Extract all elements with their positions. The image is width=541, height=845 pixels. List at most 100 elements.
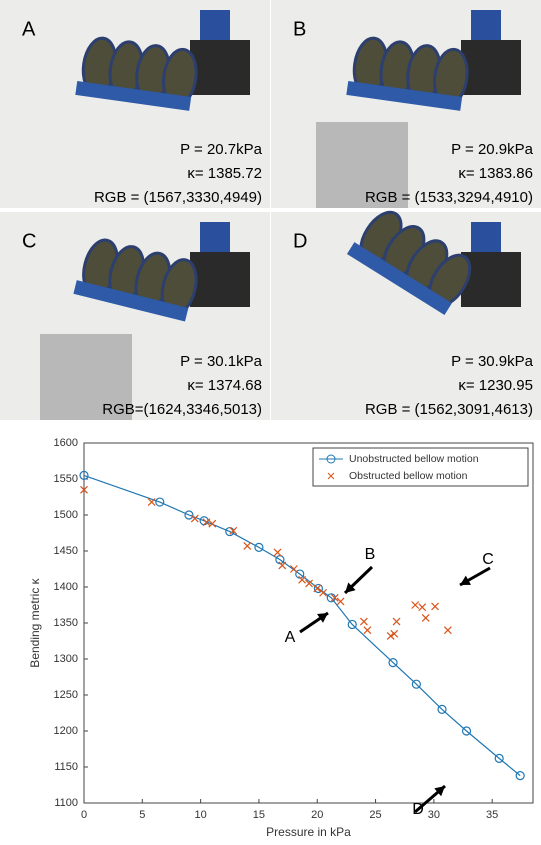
- actuator-block: [190, 252, 250, 307]
- panel-text: P = 30.9kPa: [451, 353, 534, 370]
- arrow-head: [317, 613, 328, 623]
- data-point: [443, 626, 452, 635]
- legend-box: [312, 447, 529, 487]
- panel-text: P = 30.1kPa: [180, 353, 263, 370]
- cylinder: [316, 122, 408, 208]
- legend-label: Unobstructed bellow motion: [349, 453, 479, 465]
- x-tick-label: 10: [194, 809, 206, 821]
- data-point: [494, 753, 504, 763]
- data-point: [254, 542, 264, 553]
- data-point: [347, 619, 357, 630]
- y-tick-label: 1150: [54, 761, 78, 773]
- data-point: [392, 617, 401, 626]
- panel-text: RGB = (1562,3091,4613): [365, 401, 533, 418]
- x-tick-label: 35: [486, 809, 498, 821]
- photo-panel: D P = 30.9kPa κ= 1230.95 RGB = (1562,3091,4…: [271, 210, 541, 420]
- panel-text: κ= 1374.68: [187, 377, 262, 394]
- panel-label: A: [22, 18, 36, 40]
- x-tick-label: 20: [311, 809, 323, 821]
- panel-text: κ= 1230.95: [458, 377, 533, 394]
- x-tick-label: 25: [369, 809, 381, 821]
- photo-panel: B P = 20.9kPa κ= 1383.86 RGB = (1533,3294,4…: [271, 0, 541, 208]
- gripper: [73, 238, 198, 322]
- gripper: [75, 36, 198, 111]
- series-line: [83, 474, 521, 777]
- data-point: [184, 510, 194, 520]
- gripper-base: [73, 280, 189, 322]
- data-point: [421, 614, 430, 622]
- arrow-head: [460, 575, 471, 585]
- photo-panels: A P = 20.7kPa κ= 1385.72 RGB = (1567,3330,4…: [0, 0, 541, 420]
- y-tick-label: 1250: [54, 689, 78, 701]
- data-point: [411, 679, 421, 689]
- data-point: [313, 584, 322, 593]
- y-tick-label: 1350: [54, 617, 78, 629]
- panel-text: κ= 1385.72: [187, 165, 262, 182]
- data-point: [273, 548, 282, 557]
- gripper-base: [75, 81, 192, 111]
- data-point: [336, 597, 345, 606]
- y-tick-label: 1400: [54, 581, 78, 593]
- y-tick-label: 1500: [54, 509, 78, 521]
- legend-marker: [326, 454, 336, 464]
- actuator-block: [461, 40, 521, 95]
- data-point: [147, 498, 156, 506]
- data-point: [388, 658, 398, 668]
- panel-text: RGB=(1624,3346,5013): [102, 401, 262, 418]
- y-tick-label: 1550: [54, 473, 78, 485]
- panel-text: P = 20.7kPa: [180, 141, 263, 158]
- data-point: [437, 704, 447, 714]
- data-point: [289, 565, 298, 573]
- gripper-base: [346, 242, 452, 315]
- data-point: [243, 542, 252, 550]
- photo-panel: C P = 30.1kPa κ= 1374.68 RGB=(1624,3346,501…: [0, 212, 270, 420]
- data-point: [80, 485, 88, 494]
- x-tick-label: 5: [139, 809, 145, 821]
- data-point: [359, 617, 368, 626]
- gripper: [346, 210, 472, 315]
- panel-label: B: [293, 18, 306, 40]
- data-point: [515, 771, 525, 781]
- data-point: [79, 470, 89, 481]
- data-point: [386, 632, 395, 640]
- plot-area: [83, 442, 534, 804]
- data-point: [229, 526, 238, 535]
- photo-panel: A P = 20.7kPa κ= 1385.72 RGB = (1567,3330,4…: [0, 0, 270, 208]
- data-point: [190, 514, 199, 523]
- data-point: [155, 497, 165, 507]
- y-tick-label: 1450: [54, 545, 78, 557]
- gripper: [346, 36, 469, 111]
- data-point: [461, 726, 472, 736]
- panel-label: D: [293, 230, 307, 252]
- cylinder: [40, 334, 132, 420]
- data-point: [278, 561, 287, 570]
- legend-marker: [327, 472, 335, 480]
- data-point: [202, 518, 211, 527]
- panel-text: RGB = (1533,3294,4910): [365, 189, 533, 206]
- actuator-block: [461, 252, 521, 307]
- data-point: [418, 603, 427, 612]
- panel-label: C: [22, 230, 36, 252]
- annotation: B: [365, 546, 376, 563]
- x-tick-label: 15: [253, 809, 265, 821]
- x-tick-label: 30: [428, 809, 440, 821]
- x-axis-label: Pressure in kPa: [266, 825, 351, 839]
- legend-label: Obstructed bellow motion: [349, 470, 468, 482]
- y-axis-label: Bending metric κ: [28, 577, 42, 667]
- x-tick-label: 0: [81, 809, 87, 821]
- arrow-head: [345, 582, 356, 593]
- data-point: [208, 519, 217, 528]
- y-tick-label: 1300: [54, 653, 78, 665]
- data-point: [390, 629, 399, 638]
- y-tick-label: 1200: [54, 725, 78, 737]
- annotation: A: [285, 629, 296, 646]
- data-point: [363, 626, 372, 635]
- data-point: [330, 593, 339, 602]
- panel-text: RGB = (1567,3330,4949): [94, 189, 262, 206]
- y-tick-label: 1100: [54, 797, 78, 809]
- y-tick-label: 1600: [54, 437, 78, 449]
- data-point: [305, 579, 314, 588]
- data-point: [319, 588, 328, 597]
- data-point: [431, 602, 439, 611]
- data-point: [411, 601, 420, 609]
